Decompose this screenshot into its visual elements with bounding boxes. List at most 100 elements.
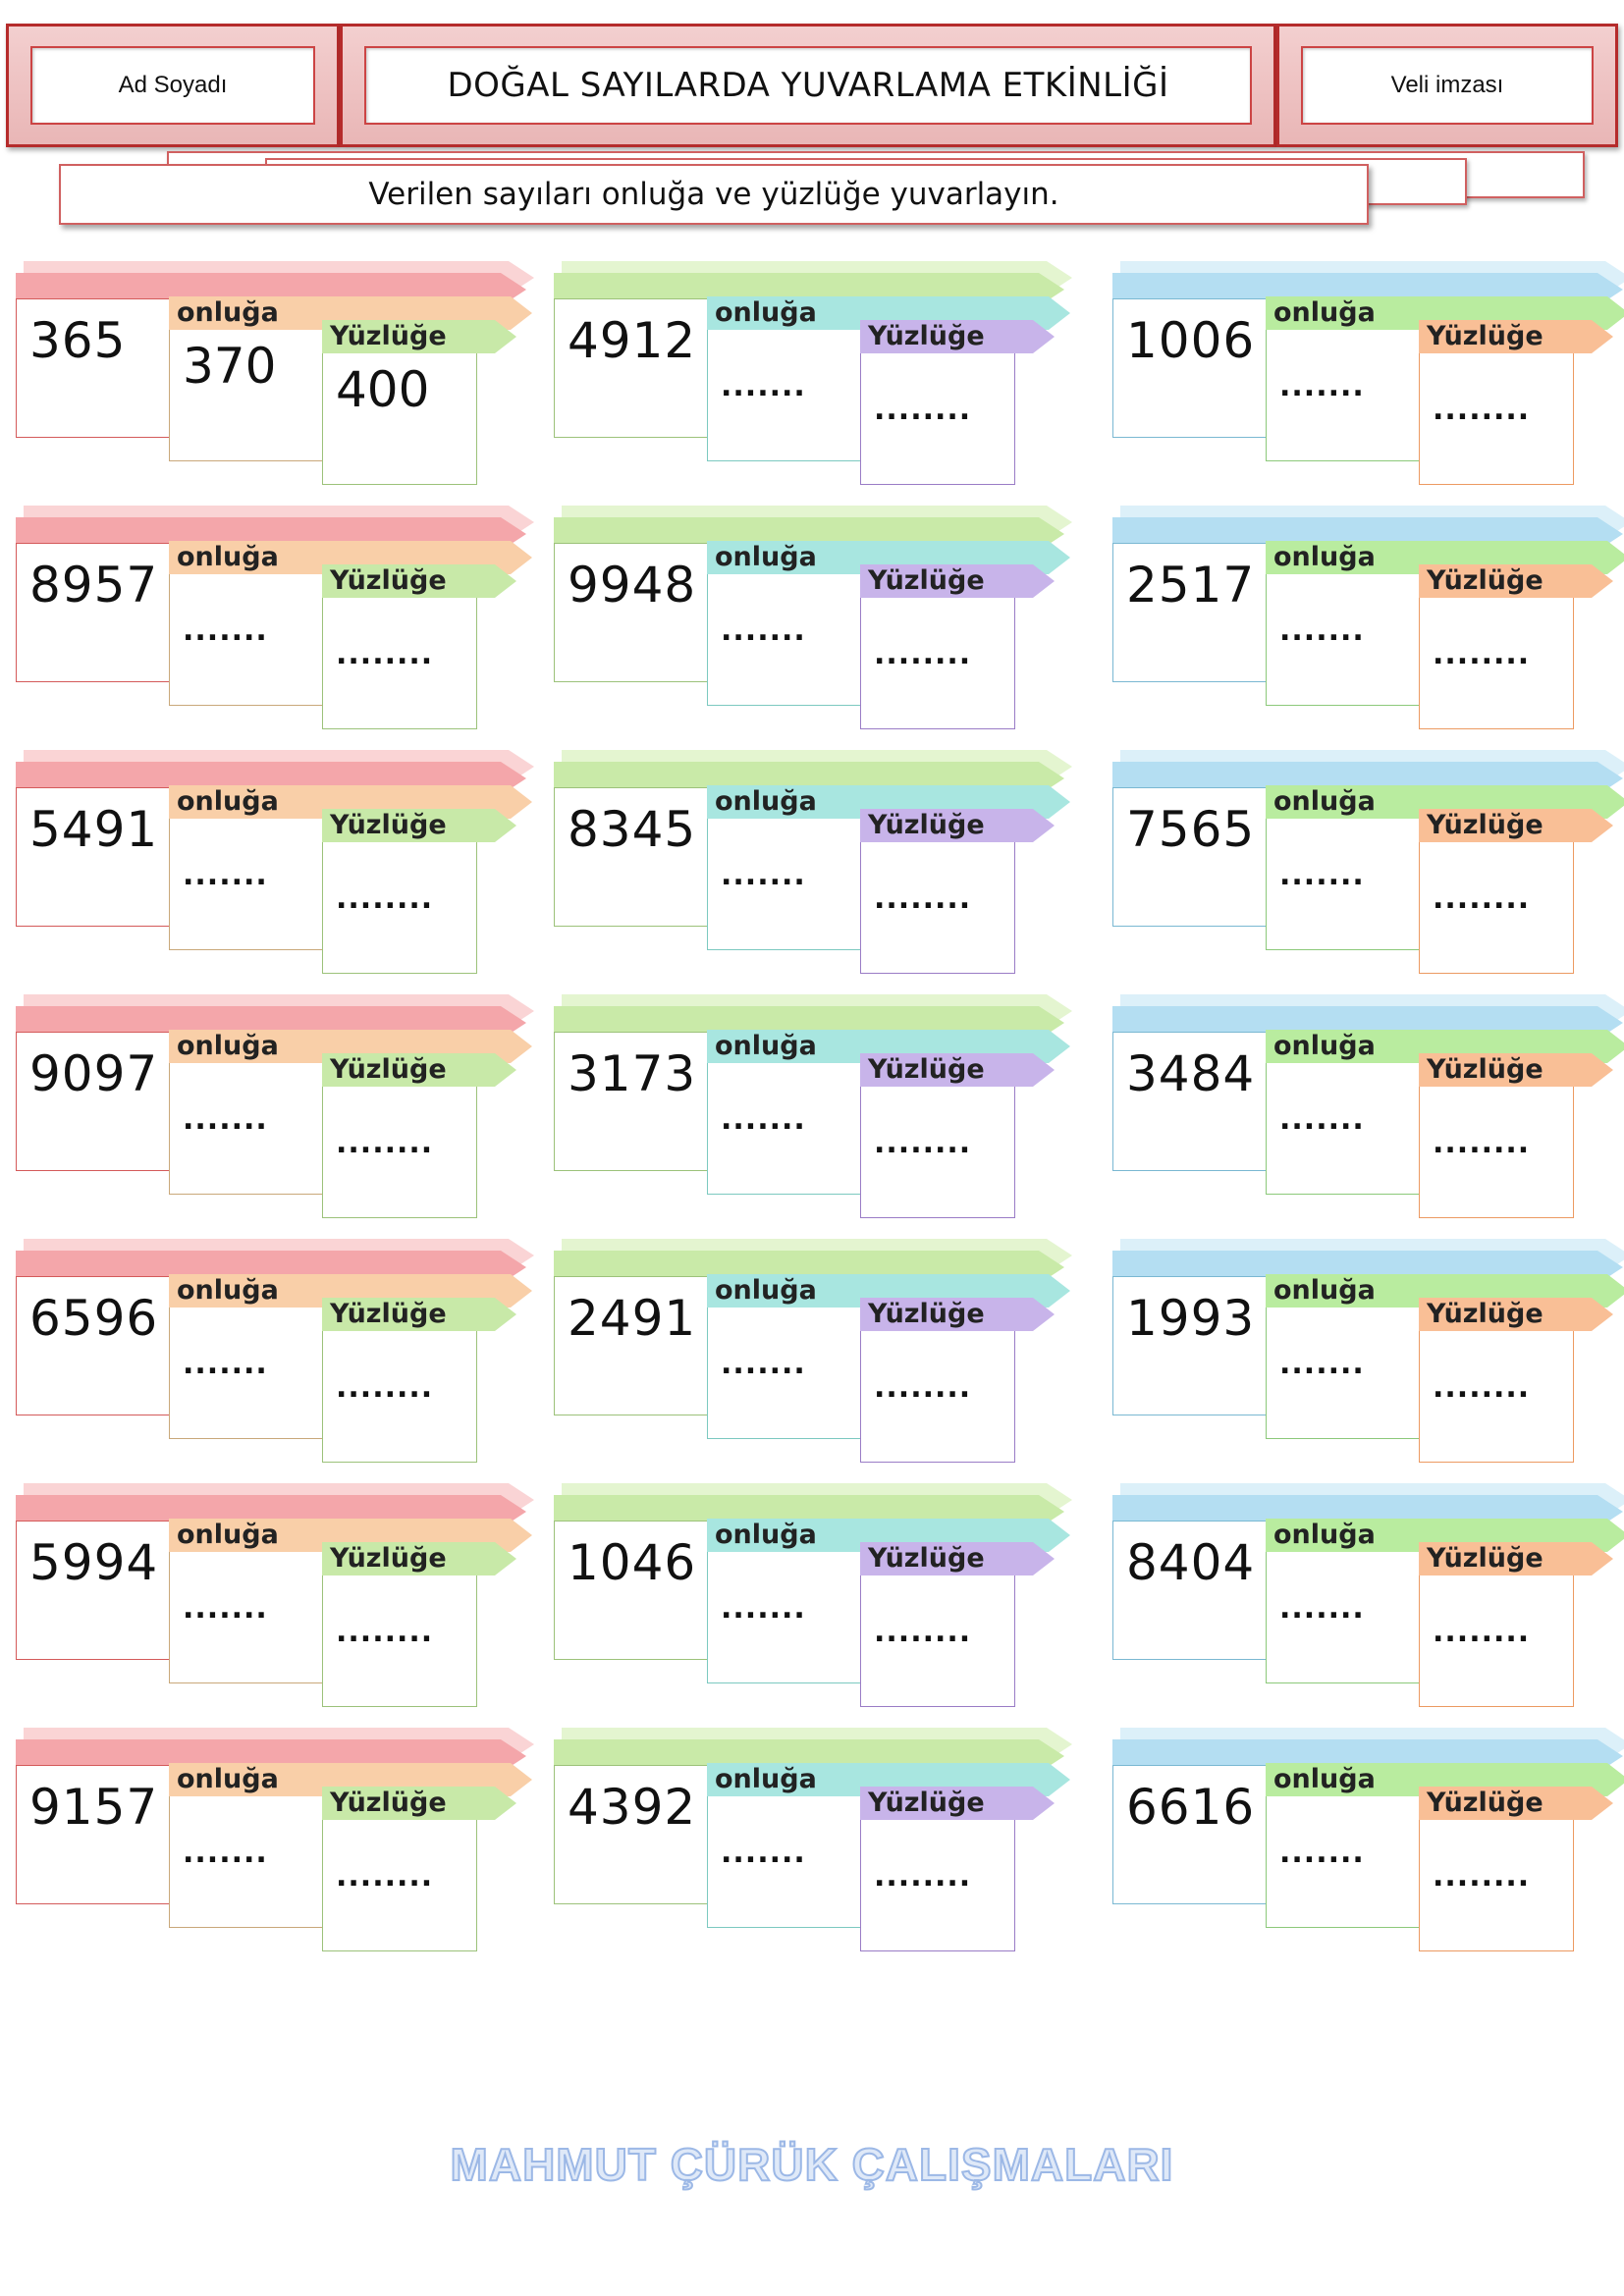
name-field[interactable]: Ad Soyadı bbox=[30, 46, 315, 125]
tens-blank: ....... bbox=[1279, 1591, 1365, 1626]
hundreds-answer-box[interactable] bbox=[860, 346, 1015, 485]
tens-blank: ....... bbox=[721, 858, 806, 892]
tens-answer-box[interactable] bbox=[707, 322, 862, 461]
tens-answer-box[interactable] bbox=[1266, 1789, 1421, 1928]
hundreds-answer-box[interactable] bbox=[322, 834, 477, 974]
rounding-card: onluğa Yüzlüğe 1006............... bbox=[1112, 261, 1624, 507]
hundreds-blank: ........ bbox=[336, 881, 434, 916]
hundreds-blank: ........ bbox=[874, 1370, 972, 1405]
tens-blank: ....... bbox=[1279, 1347, 1365, 1381]
tens-blank: ....... bbox=[1279, 1836, 1365, 1870]
hundreds-answer-box[interactable] bbox=[322, 1568, 477, 1707]
given-number: 3173 bbox=[568, 1045, 697, 1102]
number-box bbox=[16, 1765, 171, 1904]
hundreds-answer-box[interactable] bbox=[322, 1812, 477, 1951]
author-watermark: MAHMUT ÇÜRÜK ÇALIŞMALARI bbox=[450, 2138, 1174, 2191]
hundreds-label: Yüzlüğe bbox=[322, 564, 516, 598]
tens-answer-box[interactable] bbox=[1266, 322, 1421, 461]
hundreds-answer-box[interactable] bbox=[1419, 834, 1574, 974]
hundreds-answer-box[interactable] bbox=[1419, 1812, 1574, 1951]
tens-answer-box[interactable] bbox=[1266, 811, 1421, 950]
tens-blank: ....... bbox=[183, 1591, 268, 1626]
given-number: 7565 bbox=[1126, 801, 1256, 858]
hundreds-label: Yüzlüğe bbox=[322, 1053, 516, 1087]
number-box bbox=[1112, 1765, 1268, 1904]
hundreds-answer: 400 bbox=[336, 361, 430, 418]
tens-blank: ....... bbox=[1279, 858, 1365, 892]
hundreds-answer-box[interactable] bbox=[1419, 1079, 1574, 1218]
tens-blank: ....... bbox=[183, 1102, 268, 1137]
rounding-card: onluğa Yüzlüğe 8345............... bbox=[554, 750, 1089, 995]
given-number: 9948 bbox=[568, 557, 697, 614]
hundreds-label: Yüzlüğe bbox=[1419, 1053, 1613, 1087]
hundreds-label: Yüzlüğe bbox=[322, 1298, 516, 1331]
given-number: 8404 bbox=[1126, 1534, 1256, 1591]
hundreds-label: Yüzlüğe bbox=[860, 1787, 1055, 1820]
hundreds-answer-box[interactable] bbox=[860, 1812, 1015, 1951]
rounding-card: onluğa Yüzlüğe 1046............... bbox=[554, 1483, 1089, 1729]
tens-answer: 370 bbox=[183, 338, 277, 395]
hundreds-answer-box[interactable] bbox=[322, 1323, 477, 1463]
hundreds-label: Yüzlüğe bbox=[1419, 1787, 1613, 1820]
tens-answer-box[interactable] bbox=[1266, 1300, 1421, 1439]
tens-answer-box[interactable] bbox=[169, 811, 324, 950]
hundreds-label: Yüzlüğe bbox=[860, 809, 1055, 842]
tens-answer-box[interactable] bbox=[169, 1544, 324, 1683]
hundreds-label: Yüzlüğe bbox=[860, 1542, 1055, 1575]
hundreds-label: Yüzlüğe bbox=[1419, 320, 1613, 353]
tens-blank: ....... bbox=[1279, 369, 1365, 403]
hundreds-label: Yüzlüğe bbox=[322, 320, 516, 353]
name-field-frame: Ad Soyadı bbox=[6, 24, 340, 147]
hundreds-blank: ........ bbox=[874, 881, 972, 916]
tens-answer-box[interactable] bbox=[1266, 566, 1421, 706]
hundreds-blank: ........ bbox=[1433, 1126, 1531, 1160]
hundreds-answer-box[interactable] bbox=[1419, 346, 1574, 485]
hundreds-blank: ........ bbox=[1433, 1370, 1531, 1405]
hundreds-answer-box[interactable] bbox=[860, 1568, 1015, 1707]
tens-label: onluğa bbox=[1266, 1763, 1624, 1796]
signature-field-frame: Veli imzası bbox=[1276, 24, 1618, 147]
given-number: 4912 bbox=[568, 312, 697, 369]
hundreds-answer-box[interactable] bbox=[322, 346, 477, 485]
signature-label: Veli imzası bbox=[1390, 72, 1504, 98]
number-box bbox=[16, 1032, 171, 1171]
tens-blank: ....... bbox=[721, 1347, 806, 1381]
given-number: 5994 bbox=[29, 1534, 159, 1591]
hundreds-answer-box[interactable] bbox=[860, 1079, 1015, 1218]
tens-answer-box[interactable] bbox=[1266, 1544, 1421, 1683]
tens-answer-box[interactable] bbox=[707, 811, 862, 950]
hundreds-blank: ........ bbox=[1433, 1859, 1531, 1894]
tens-answer-box[interactable] bbox=[169, 322, 324, 461]
hundreds-answer-box[interactable] bbox=[1419, 590, 1574, 729]
tens-answer-box[interactable] bbox=[707, 1544, 862, 1683]
hundreds-answer-box[interactable] bbox=[1419, 1568, 1574, 1707]
hundreds-answer-box[interactable] bbox=[322, 590, 477, 729]
hundreds-label: Yüzlüğe bbox=[322, 1542, 516, 1575]
hundreds-blank: ........ bbox=[1433, 1615, 1531, 1649]
rounding-card: onluğa Yüzlüğe 9948............... bbox=[554, 506, 1089, 751]
hundreds-label: Yüzlüğe bbox=[860, 320, 1055, 353]
tens-blank: ....... bbox=[1279, 1102, 1365, 1137]
hundreds-blank: ........ bbox=[1433, 881, 1531, 916]
name-label: Ad Soyadı bbox=[118, 72, 228, 98]
hundreds-blank: ........ bbox=[336, 1859, 434, 1894]
number-box bbox=[16, 787, 171, 927]
hundreds-label: Yüzlüğe bbox=[1419, 809, 1613, 842]
rounding-card: onluğa Yüzlüğe 7565............... bbox=[1112, 750, 1624, 995]
tens-answer-box[interactable] bbox=[169, 1789, 324, 1928]
hundreds-answer-box[interactable] bbox=[322, 1079, 477, 1218]
rounding-card: onluğa Yüzlüğe 6616............... bbox=[1112, 1728, 1624, 1973]
tens-answer-box[interactable] bbox=[169, 1300, 324, 1439]
tens-blank: ....... bbox=[721, 1836, 806, 1870]
tens-blank: ....... bbox=[183, 1836, 268, 1870]
rounding-card: onluğa Yüzlüğe 3173............... bbox=[554, 994, 1089, 1240]
number-box bbox=[16, 1521, 171, 1660]
hundreds-answer-box[interactable] bbox=[860, 1323, 1015, 1463]
hundreds-answer-box[interactable] bbox=[860, 834, 1015, 974]
title-box: DOĞAL SAYILARDA YUVARLAMA ETKİNLİĞİ bbox=[364, 46, 1252, 125]
instruction-banner: Verilen sayıları onluğa ve yüzlüğe yuvar… bbox=[59, 164, 1369, 225]
hundreds-label: Yüzlüğe bbox=[860, 1298, 1055, 1331]
signature-field[interactable]: Veli imzası bbox=[1301, 46, 1594, 125]
rounding-card: onluğa Yüzlüğe 3484............... bbox=[1112, 994, 1624, 1240]
tens-blank: ....... bbox=[721, 614, 806, 648]
